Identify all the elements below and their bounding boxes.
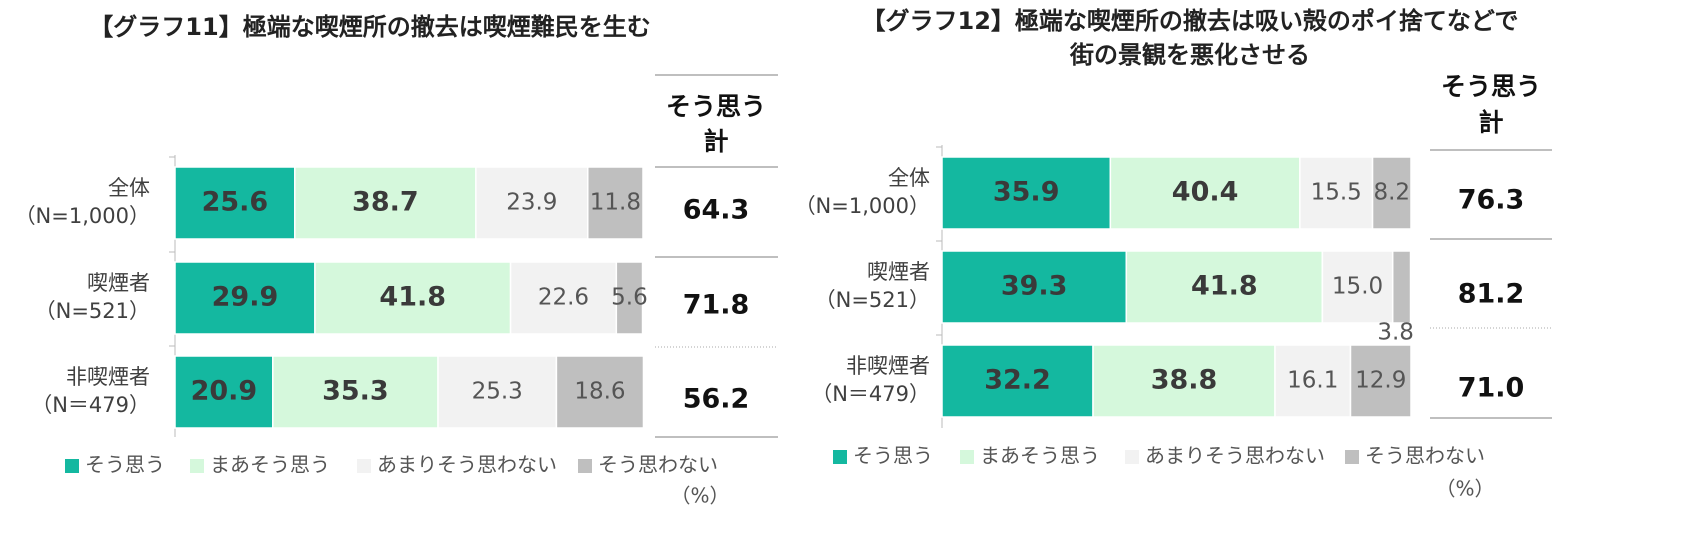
bar-segment — [1092, 344, 1276, 418]
category-label: 全体 — [888, 166, 930, 190]
bar-segment — [1125, 250, 1324, 324]
data-label: 11.8 — [590, 190, 641, 216]
total-header: 計 — [703, 127, 728, 156]
bar-segment — [314, 261, 512, 335]
data-label: 18.6 — [574, 379, 625, 405]
bar-segment — [294, 166, 477, 240]
data-label: 38.8 — [1151, 365, 1218, 396]
data-label: 32.2 — [984, 365, 1051, 396]
bar-segment — [941, 344, 1094, 418]
category-label: 喫煙者 — [867, 260, 930, 284]
total-header: そう思う — [666, 92, 766, 121]
legend-label: まあそう思う — [980, 444, 1100, 468]
data-label: 22.6 — [538, 285, 589, 311]
legend-swatch — [1345, 450, 1359, 464]
bar-segment — [1371, 156, 1412, 230]
data-label: 15.0 — [1332, 274, 1383, 300]
legend-label: まあそう思う — [210, 453, 330, 477]
bar-segment — [475, 166, 589, 240]
data-label: 38.7 — [352, 187, 419, 218]
legend-swatch — [833, 450, 847, 464]
bar-segment — [174, 166, 296, 240]
legend-label: そう思う — [85, 453, 165, 477]
bar-segment — [174, 261, 316, 335]
legend-swatch — [190, 459, 204, 473]
bar-segment — [174, 355, 274, 429]
data-label: 12.9 — [1355, 368, 1406, 394]
data-label: 25.6 — [202, 187, 269, 218]
bar-segment — [1349, 344, 1412, 418]
legend-label: あまりそう思わない — [1145, 444, 1325, 468]
category-label: （N=1,000） — [15, 204, 150, 228]
category-label: （N＝479） — [811, 382, 930, 406]
legend-swatch — [65, 459, 79, 473]
category-label: 喫煙者 — [87, 271, 150, 295]
data-label: 23.9 — [506, 190, 557, 216]
data-label: 40.4 — [1172, 177, 1239, 208]
data-label: 29.9 — [212, 282, 279, 313]
category-label: （N＝479） — [31, 393, 150, 417]
chart-title: 街の景観を悪化させる — [1069, 41, 1310, 69]
legend-label: そう思う — [853, 444, 933, 468]
total-value: 76.3 — [1458, 185, 1525, 216]
legend-label: そう思わない — [1365, 444, 1485, 468]
legend-swatch — [960, 450, 974, 464]
data-label: 15.5 — [1311, 180, 1362, 206]
bar-segment — [587, 166, 644, 240]
unit-label: （%） — [1435, 477, 1494, 501]
unit-label: （%） — [670, 484, 729, 508]
total-value: 71.0 — [1458, 373, 1525, 404]
bar-segment — [941, 156, 1112, 230]
data-label: 20.9 — [191, 376, 258, 407]
total-value: 56.2 — [683, 384, 750, 415]
data-label: 41.8 — [379, 282, 446, 313]
bar-segment — [1391, 250, 1412, 324]
bar-segment — [615, 261, 644, 335]
bar-segment — [555, 355, 645, 429]
legend-label: そう思わない — [598, 453, 718, 477]
data-label: 8.2 — [1373, 180, 1410, 206]
category-label: 非喫煙者 — [846, 354, 930, 378]
category-label: 非喫煙者 — [66, 365, 150, 389]
data-label: 5.6 — [611, 285, 648, 311]
data-label: 16.1 — [1287, 368, 1338, 394]
total-header: そう思う — [1441, 72, 1541, 101]
bar-segment — [437, 355, 558, 429]
total-value: 71.8 — [683, 290, 750, 321]
data-label: 39.3 — [1001, 271, 1068, 302]
category-label: 全体 — [108, 176, 150, 200]
data-label: 41.8 — [1191, 271, 1258, 302]
bar-segment — [272, 355, 439, 429]
bar-segment — [1321, 250, 1394, 324]
legend-swatch — [357, 459, 371, 473]
data-label: 3.8 — [1377, 320, 1414, 346]
chart-title: 【グラフ11】極端な喫煙所の撤去は喫煙難民を生む — [89, 13, 650, 41]
category-label: （N=1,000） — [795, 194, 930, 218]
total-header: 計 — [1478, 108, 1503, 137]
legend-label: あまりそう思わない — [377, 453, 557, 477]
data-label: 35.9 — [993, 177, 1060, 208]
data-label: 35.3 — [322, 376, 389, 407]
data-label: 25.3 — [472, 379, 523, 405]
bar-segment — [1274, 344, 1352, 418]
total-value: 64.3 — [683, 195, 750, 226]
category-label: （N=521） — [815, 288, 930, 312]
total-value: 81.2 — [1458, 279, 1525, 310]
legend-swatch — [1125, 450, 1139, 464]
chart-title: 【グラフ12】極端な喫煙所の撤去は吸い殻のポイ捨てなどで — [862, 7, 1519, 35]
category-label: （N=521） — [35, 299, 150, 323]
legend-swatch — [578, 459, 592, 473]
